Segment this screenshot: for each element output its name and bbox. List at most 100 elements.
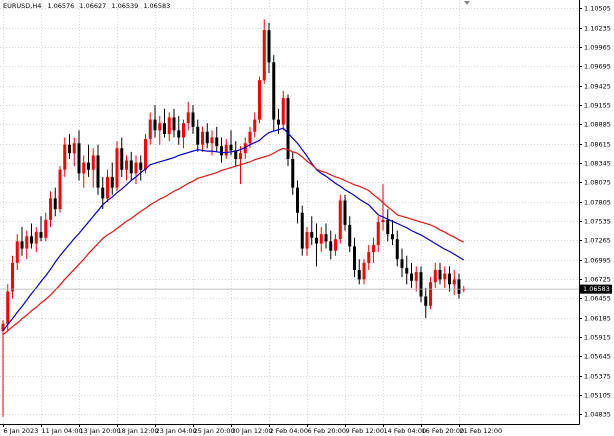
candle-body bbox=[258, 80, 261, 120]
price-label-box bbox=[580, 284, 612, 294]
symbol: EURUSD,H4 bbox=[3, 2, 41, 10]
candle-body bbox=[433, 270, 437, 283]
candle-body bbox=[267, 30, 271, 63]
candle-body bbox=[372, 244, 375, 253]
candle-body bbox=[158, 123, 162, 131]
y-tick-label: 1.07265 bbox=[584, 237, 611, 245]
y-tick-label: 1.08075 bbox=[584, 179, 611, 187]
y-tick-label: 1.06185 bbox=[584, 315, 611, 323]
candle-body bbox=[343, 200, 347, 225]
candle-body bbox=[296, 187, 299, 213]
candle-body bbox=[462, 289, 466, 291]
candle-body bbox=[205, 131, 209, 144]
candle-body bbox=[324, 234, 328, 242]
x-tick-label: 13 Jan 20:00 bbox=[80, 427, 121, 435]
y-tick-label: 1.08345 bbox=[584, 160, 611, 168]
x-tick-label: 2 Feb 04:00 bbox=[270, 427, 309, 435]
candle-body bbox=[210, 137, 214, 144]
candle-body bbox=[357, 270, 361, 280]
y-tick-label: 1.06725 bbox=[584, 276, 611, 284]
candle-body bbox=[414, 272, 418, 281]
candle-body bbox=[87, 162, 90, 170]
x-tick-label: 18 Jan 12:00 bbox=[118, 427, 159, 435]
candle-body bbox=[400, 259, 404, 268]
candle-body bbox=[77, 143, 81, 174]
candle-body bbox=[291, 159, 295, 188]
close-value: 1.06583 bbox=[143, 2, 170, 10]
y-tick-label: 1.08885 bbox=[584, 121, 611, 129]
candle-body bbox=[253, 119, 257, 132]
candle-body bbox=[286, 98, 290, 159]
y-tick-label: 1.07535 bbox=[584, 218, 611, 226]
candle-body bbox=[172, 117, 176, 131]
axes: 1.10505 1.10235 1.09965 1.09695 1.09425 1.091… bbox=[3, 5, 612, 435]
candle-body bbox=[362, 262, 366, 280]
candle-body bbox=[234, 150, 238, 159]
candle-body bbox=[272, 62, 276, 120]
candle-body bbox=[443, 273, 447, 280]
candle-body bbox=[20, 241, 24, 249]
y-tick-label: 1.08615 bbox=[584, 141, 611, 149]
candle-body bbox=[139, 162, 143, 170]
candle-body bbox=[11, 262, 14, 292]
candle-body bbox=[44, 219, 48, 238]
candle-body bbox=[381, 219, 385, 223]
candle-body bbox=[438, 270, 442, 280]
candle-body bbox=[315, 237, 318, 244]
x-tick-label: 11 Jan 04:00 bbox=[42, 427, 83, 435]
candle-body bbox=[82, 162, 86, 174]
open-value: 1.06576 bbox=[47, 2, 74, 10]
candle-body bbox=[186, 112, 190, 124]
candle-body bbox=[310, 232, 314, 238]
x-tick-label: 21 Feb 12:00 bbox=[460, 427, 503, 435]
y-tick-label: 1.10505 bbox=[584, 5, 611, 13]
high-value: 1.06627 bbox=[79, 2, 106, 10]
candle-body bbox=[215, 137, 219, 147]
chart-title: EURUSD,H4 1.06576 1.06627 1.06539 1.0658… bbox=[3, 2, 170, 10]
y-tick-label: 1.09425 bbox=[584, 83, 611, 91]
moving-average bbox=[2, 127, 465, 332]
candle-body bbox=[243, 143, 247, 154]
x-tick-label: 16 Feb 20:00 bbox=[422, 427, 465, 435]
candle-body bbox=[49, 198, 52, 220]
candle-body bbox=[201, 131, 204, 145]
y-tick-label: 1.06995 bbox=[584, 257, 611, 265]
candle-body bbox=[96, 155, 100, 188]
candle-body bbox=[338, 200, 342, 240]
candle-body bbox=[376, 222, 380, 245]
candle-body bbox=[25, 236, 29, 249]
candle-body bbox=[110, 176, 114, 188]
candle-body bbox=[68, 144, 71, 154]
x-tick-label: 6 Jan 2023 bbox=[4, 427, 39, 435]
y-tick-label: 1.05105 bbox=[584, 392, 611, 400]
candle-body bbox=[91, 155, 95, 170]
candle-body bbox=[353, 246, 356, 271]
candle-body bbox=[106, 176, 109, 199]
candle-body bbox=[329, 241, 333, 251]
candle-body bbox=[419, 272, 423, 297]
candle-body bbox=[277, 119, 280, 125]
candle-body bbox=[53, 198, 57, 210]
y-tick-label: 1.10235 bbox=[584, 25, 611, 33]
candle-body bbox=[177, 130, 181, 138]
y-tick-label: 1.09155 bbox=[584, 102, 611, 110]
candle-body bbox=[391, 234, 394, 240]
candle-body bbox=[395, 239, 399, 260]
candle-body bbox=[429, 282, 432, 306]
candle-body bbox=[6, 291, 10, 324]
y-tick-label: 1.09695 bbox=[584, 63, 611, 71]
candle-body bbox=[163, 123, 166, 134]
x-tick-label: 30 Jan 12:00 bbox=[232, 427, 273, 435]
x-tick-label: 14 Feb 04:00 bbox=[384, 427, 427, 435]
x-tick-label: 25 Jan 20:00 bbox=[194, 427, 235, 435]
shift-marker bbox=[464, 1, 470, 5]
candle-body bbox=[144, 138, 147, 170]
y-tick-label: 1.06455 bbox=[584, 295, 611, 303]
candle-body bbox=[129, 160, 133, 174]
candle-body bbox=[319, 234, 323, 244]
candle-body bbox=[196, 126, 200, 145]
candle-body bbox=[305, 232, 309, 249]
y-tick-label: 1.05375 bbox=[584, 373, 611, 381]
